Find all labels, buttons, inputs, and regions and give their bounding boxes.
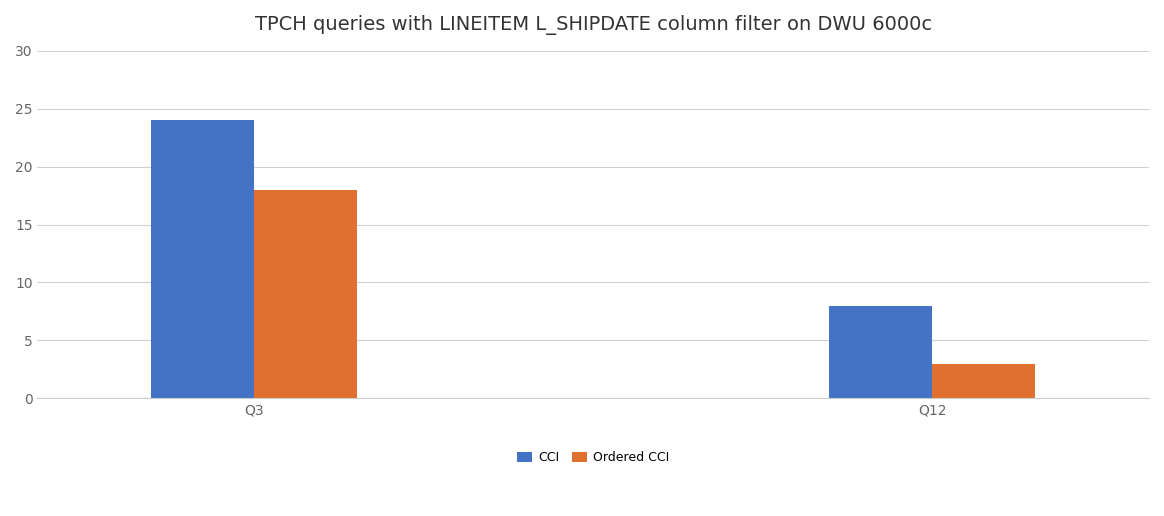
Bar: [932, 364, 1035, 398]
Title: TPCH queries with LINEITEM L_SHIPDATE column filter on DWU 6000c: TPCH queries with LINEITEM L_SHIPDATE co…: [255, 15, 932, 35]
Bar: [255, 190, 357, 398]
Legend: CCI, Ordered CCI: CCI, Ordered CCI: [512, 446, 674, 469]
Bar: [829, 305, 932, 398]
Bar: [151, 120, 255, 398]
